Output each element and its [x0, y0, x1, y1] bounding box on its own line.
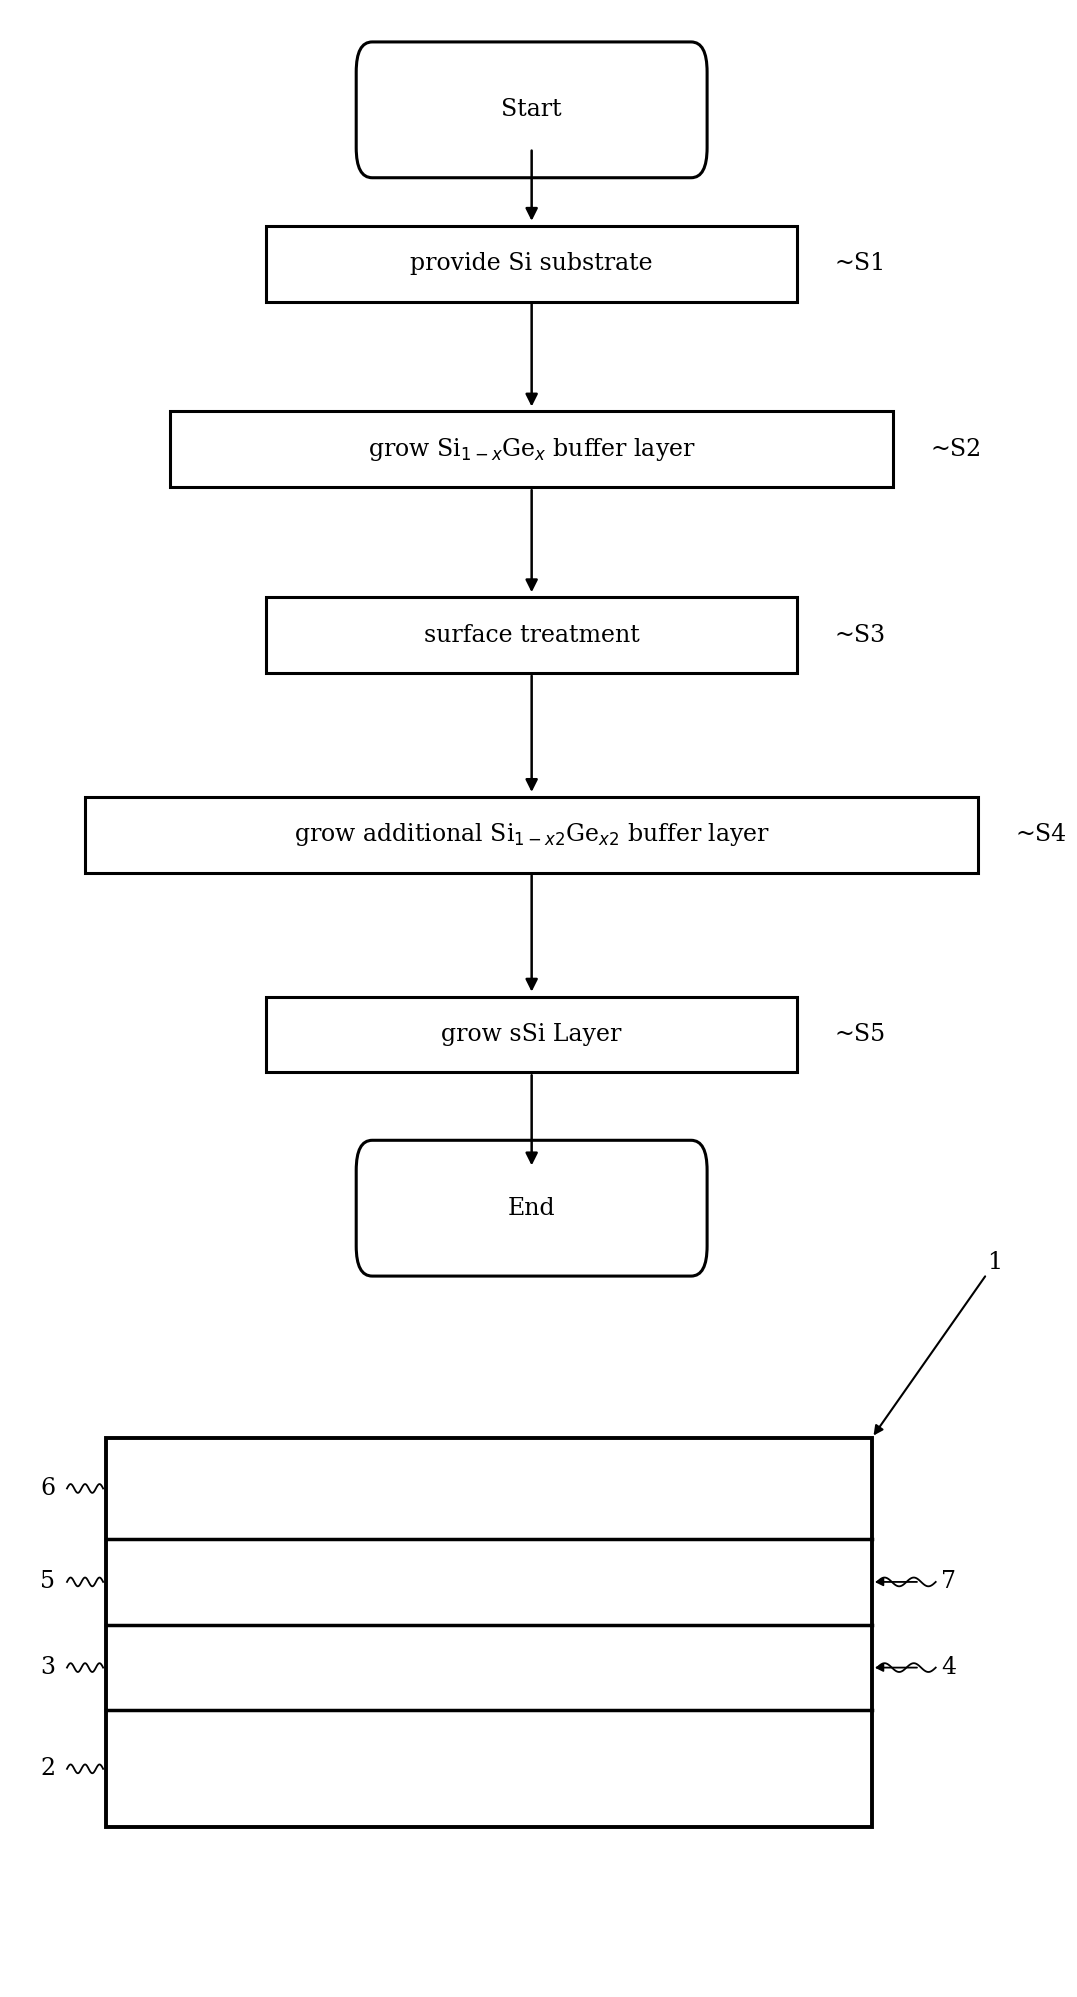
Text: Start: Start [501, 98, 562, 122]
FancyBboxPatch shape [266, 597, 797, 673]
Text: provide Si substrate: provide Si substrate [410, 252, 653, 276]
Text: 6: 6 [40, 1478, 55, 1500]
Text: ~S4: ~S4 [1016, 823, 1066, 847]
Bar [107, 1438, 872, 1827]
FancyBboxPatch shape [170, 411, 893, 487]
FancyBboxPatch shape [356, 1140, 708, 1276]
Text: End: End [508, 1196, 556, 1220]
Text: surface treatment: surface treatment [423, 623, 640, 647]
Text: ~S3: ~S3 [835, 623, 885, 647]
Text: grow Si$_{1-x}$Ge$_x$ buffer layer: grow Si$_{1-x}$Ge$_x$ buffer layer [368, 435, 696, 463]
FancyBboxPatch shape [85, 797, 978, 873]
Text: grow additional Si$_{1-x2}$Ge$_{x2}$ buffer layer: grow additional Si$_{1-x2}$Ge$_{x2}$ buf… [294, 821, 770, 849]
Text: 1: 1 [987, 1250, 1002, 1274]
Text: ~S2: ~S2 [931, 437, 981, 461]
FancyBboxPatch shape [266, 997, 797, 1072]
Text: 3: 3 [40, 1656, 55, 1679]
Text: 2: 2 [40, 1757, 55, 1781]
Text: grow sSi Layer: grow sSi Layer [442, 1022, 621, 1046]
FancyBboxPatch shape [356, 42, 708, 178]
Text: ~S5: ~S5 [835, 1022, 885, 1046]
Text: 7: 7 [941, 1570, 956, 1594]
FancyBboxPatch shape [266, 226, 797, 302]
Text: 4: 4 [941, 1656, 956, 1679]
Text: 5: 5 [40, 1570, 55, 1594]
Text: ~S1: ~S1 [835, 252, 886, 276]
